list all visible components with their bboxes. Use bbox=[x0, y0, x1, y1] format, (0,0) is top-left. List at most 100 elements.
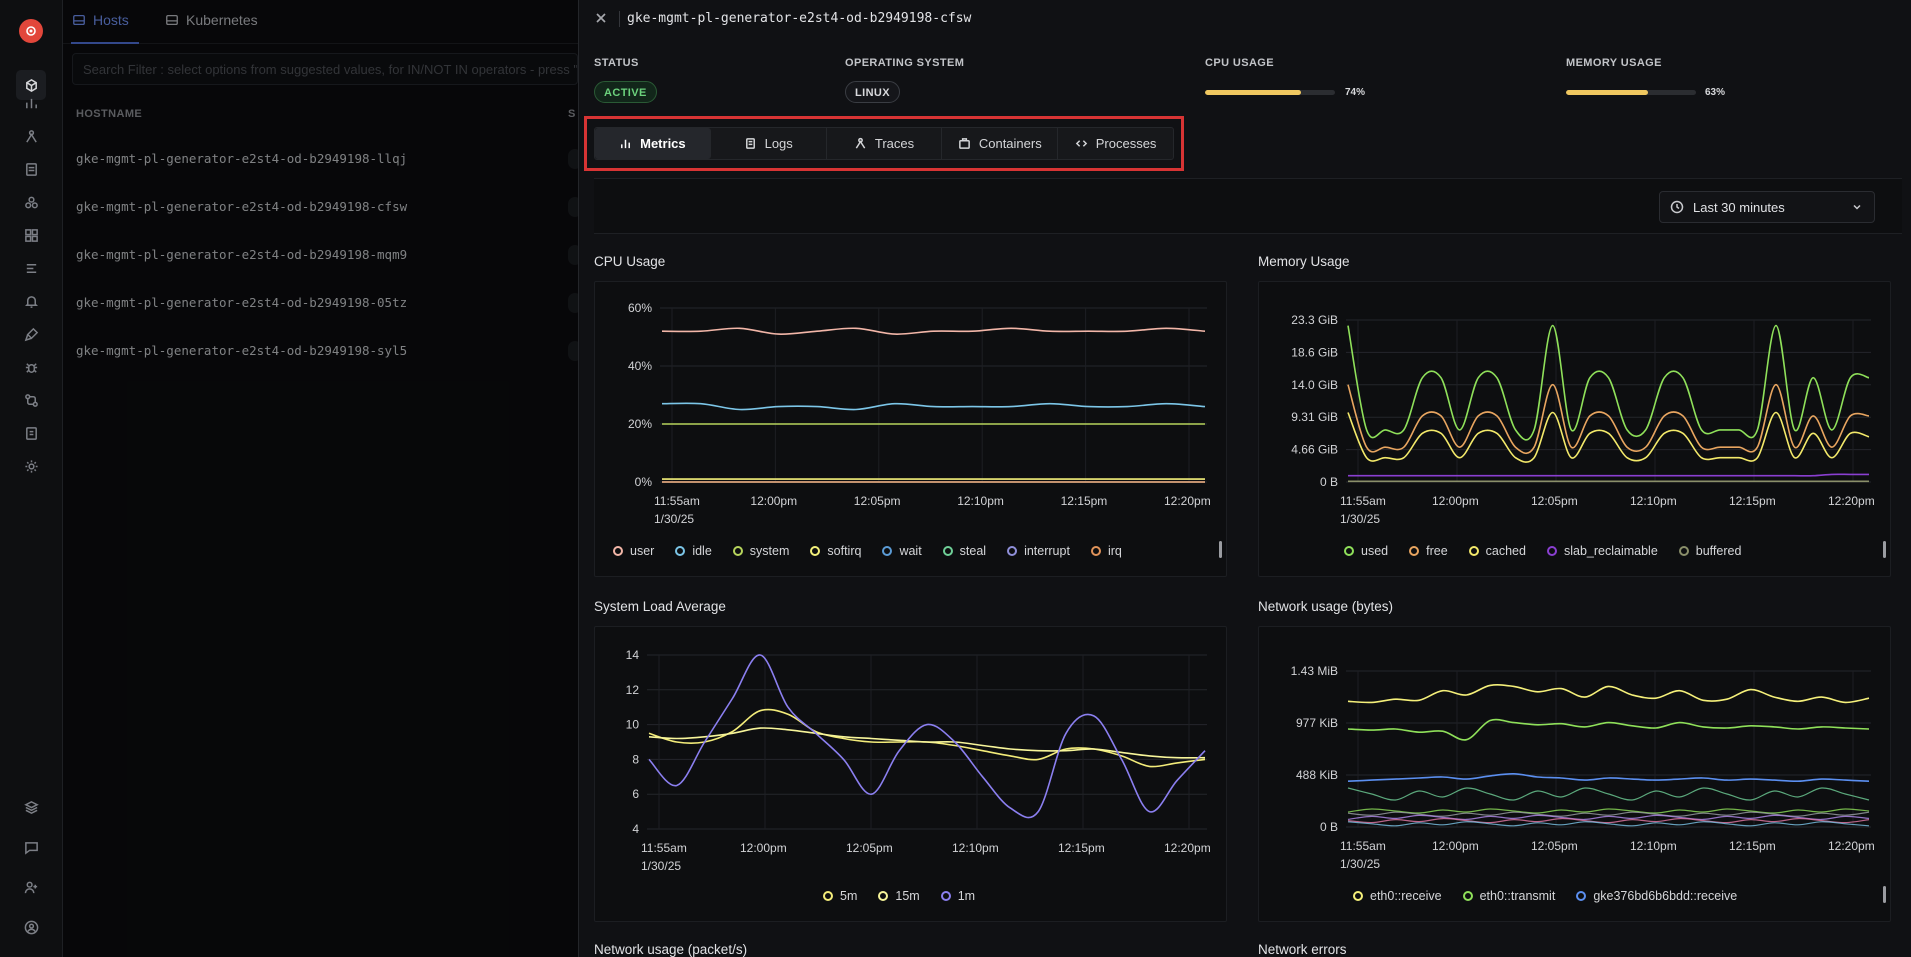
table-row[interactable]: gke-mgmt-pl-generator-e2st4-od-b2949198-… bbox=[63, 279, 582, 327]
legend-scrollbar[interactable] bbox=[1883, 886, 1886, 903]
tab-logs[interactable]: Logs bbox=[711, 128, 827, 159]
legend-label: free bbox=[1426, 544, 1448, 558]
series-line-user[interactable] bbox=[661, 327, 1206, 335]
network-bytes-plot[interactable]: 0 B 488 KiB 977 KiB 1.43 MiB 11:55am 1/30/25 1… bbox=[1259, 627, 1892, 923]
tab-kubernetes[interactable]: Kubernetes bbox=[165, 12, 258, 28]
list-icon[interactable] bbox=[21, 258, 41, 278]
user-profile-icon[interactable] bbox=[21, 917, 41, 937]
chevron-down-icon bbox=[1853, 204, 1861, 210]
memory-usage-plot[interactable]: 0 B 4.66 GiB 9.31 GiB 14.0 GiB 18.6 GiB 23.3 … bbox=[1259, 282, 1892, 578]
series-line-eth0-receive[interactable] bbox=[1347, 684, 1870, 704]
series-line-slab-reclaimable[interactable] bbox=[1348, 473, 1869, 477]
series-line-idle[interactable] bbox=[661, 402, 1206, 411]
x-tick-label: 12:20pm bbox=[1828, 839, 1875, 853]
legend-item-slab-reclaimable[interactable]: slab_reclaimable bbox=[1546, 544, 1658, 558]
legend-item-eth0-transmit[interactable]: eth0::transmit bbox=[1462, 889, 1556, 903]
series-line-1m[interactable] bbox=[648, 654, 1206, 819]
tab-traces[interactable]: Traces bbox=[827, 128, 943, 159]
y-tick-label: 6 bbox=[632, 787, 639, 801]
exceptions-bug-icon[interactable] bbox=[21, 357, 41, 377]
legend-item-buffered[interactable]: buffered bbox=[1678, 544, 1741, 558]
hostname-column-header[interactable]: HOSTNAME bbox=[76, 108, 143, 120]
series-line-gke376bd6b6bdd-receive[interactable] bbox=[1347, 772, 1870, 783]
legend-item-eth0-receive[interactable]: eth0::receive bbox=[1353, 889, 1442, 903]
legend-item-1m[interactable]: 1m bbox=[940, 889, 975, 903]
search-filter-input[interactable]: Search Filter : select options from sugg… bbox=[72, 53, 578, 85]
tab-metrics[interactable]: Metrics bbox=[595, 128, 711, 159]
y-tick-label: 4.66 GiB bbox=[1291, 443, 1338, 457]
legend-item-interrupt[interactable]: interrupt bbox=[1007, 544, 1070, 558]
tab-processes[interactable]: Processes bbox=[1058, 128, 1173, 159]
cpu-usage-plot[interactable]: 0% 20% 40% 60% 11:55am 1/30/25 12:00pm 12:05pm 1… bbox=[595, 282, 1228, 578]
series-line-used[interactable] bbox=[1347, 324, 1870, 441]
legend-item-cached[interactable]: cached bbox=[1468, 544, 1526, 558]
kubernetes-icon bbox=[166, 14, 178, 26]
system-load-plot[interactable]: 4 6 8 10 12 14 11:55am 1/30/25 12:00pm 12:05pm 12:… bbox=[595, 627, 1228, 923]
chat-support-icon[interactable] bbox=[21, 837, 41, 857]
invite-user-icon[interactable] bbox=[21, 877, 41, 897]
legend-item-15m[interactable]: 15m bbox=[878, 889, 920, 903]
services-icon[interactable] bbox=[21, 192, 41, 212]
legend-item-softirq[interactable]: softirq bbox=[810, 544, 861, 558]
dashboards-icon[interactable] bbox=[21, 93, 41, 113]
series-line-secondary[interactable] bbox=[1347, 811, 1870, 817]
table-row[interactable]: gke-mgmt-pl-generator-e2st4-od-b2949198-… bbox=[63, 183, 582, 231]
tab-hosts[interactable]: Hosts bbox=[72, 12, 129, 28]
legend-item-5m[interactable]: 5m bbox=[823, 889, 857, 903]
status-label: STATUS bbox=[594, 57, 639, 69]
status-column-header[interactable]: S bbox=[568, 108, 576, 120]
active-tab-indicator bbox=[71, 42, 139, 44]
infrastructure-icon[interactable] bbox=[16, 70, 46, 100]
series-line-eth0-transmit[interactable] bbox=[1347, 718, 1870, 741]
series-line-15m[interactable] bbox=[648, 727, 1206, 759]
system-load-chart-title: System Load Average bbox=[594, 599, 726, 614]
x-tick-label: 12:00pm bbox=[740, 841, 787, 855]
legend-scrollbar[interactable] bbox=[1883, 541, 1886, 558]
settings-gear-icon[interactable] bbox=[21, 456, 41, 476]
table-row[interactable]: gke-mgmt-pl-generator-e2st4-od-b2949198-… bbox=[63, 327, 582, 375]
legend-label: steal bbox=[959, 544, 987, 558]
legend-item-steal[interactable]: steal bbox=[942, 544, 987, 558]
series-line-secondary[interactable] bbox=[1347, 808, 1870, 814]
table-row[interactable]: gke-mgmt-pl-generator-e2st4-od-b2949198-… bbox=[63, 135, 582, 183]
series-line-secondary[interactable] bbox=[1347, 817, 1870, 824]
x-tick-label: 12:10pm bbox=[1630, 839, 1677, 853]
y-tick-label: 0% bbox=[635, 475, 653, 489]
series-line-cached[interactable] bbox=[1347, 411, 1870, 463]
integrations-icon[interactable] bbox=[21, 324, 41, 344]
apps-grid-icon[interactable] bbox=[21, 225, 41, 245]
series-line-secondary[interactable] bbox=[1347, 814, 1870, 821]
legend-item-irq[interactable]: irq bbox=[1090, 544, 1122, 558]
legend-item-user[interactable]: user bbox=[613, 544, 654, 558]
traces-nav-icon[interactable] bbox=[21, 126, 41, 146]
logs-nav-icon[interactable] bbox=[21, 159, 41, 179]
header-divider bbox=[619, 11, 620, 27]
legend-label: irq bbox=[1107, 544, 1122, 558]
legend-item-used[interactable]: used bbox=[1344, 544, 1388, 558]
clock-icon bbox=[1670, 200, 1684, 214]
legend-item-wait[interactable]: wait bbox=[882, 544, 922, 558]
hostname-cell: gke-mgmt-pl-generator-e2st4-od-b2949198-… bbox=[76, 343, 408, 358]
series-line-secondary[interactable] bbox=[1347, 821, 1870, 827]
legend-swatch bbox=[1462, 891, 1473, 901]
drawer-title: gke-mgmt-pl-generator-e2st4-od-b2949198-… bbox=[627, 11, 972, 26]
close-drawer-button[interactable] bbox=[594, 11, 608, 25]
tab-containers[interactable]: Containers bbox=[942, 128, 1059, 159]
series-line-free[interactable] bbox=[1347, 383, 1870, 455]
billing-icon[interactable] bbox=[21, 423, 41, 443]
legend-scrollbar[interactable] bbox=[1219, 541, 1222, 558]
legend-item-system[interactable]: system bbox=[732, 544, 789, 558]
legend-item-gke376bd6b6bdd-receive[interactable]: gke376bd6b6bdd::receive bbox=[1576, 889, 1737, 903]
legend-swatch bbox=[1678, 546, 1689, 556]
legend-item-free[interactable]: free bbox=[1409, 544, 1448, 558]
time-range-select[interactable]: Last 30 minutes bbox=[1659, 191, 1875, 223]
legend-label: eth0::transmit bbox=[1479, 889, 1556, 903]
alerts-icon[interactable] bbox=[21, 291, 41, 311]
table-row[interactable]: gke-mgmt-pl-generator-e2st4-od-b2949198-… bbox=[63, 231, 582, 279]
y-tick-label: 14 bbox=[626, 648, 640, 662]
app-logo-icon[interactable] bbox=[19, 19, 43, 43]
series-line-secondary[interactable] bbox=[1347, 787, 1870, 801]
pipelines-icon[interactable] bbox=[21, 390, 41, 410]
layers-icon[interactable] bbox=[21, 797, 41, 817]
legend-item-idle[interactable]: idle bbox=[675, 544, 712, 558]
